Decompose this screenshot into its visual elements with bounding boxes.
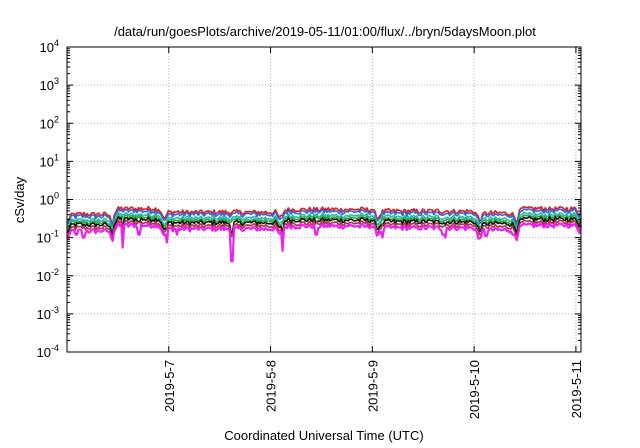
y-tick-label: 10-1 bbox=[37, 229, 59, 246]
y-tick-label: 104 bbox=[40, 38, 59, 55]
x-tick-label: 2019-5-9 bbox=[365, 360, 380, 412]
x-tick-label: 2019-5-8 bbox=[264, 360, 279, 412]
grid-lines bbox=[67, 47, 581, 352]
y-tick-label: 10-2 bbox=[37, 267, 59, 284]
series-line bbox=[66, 215, 582, 237]
y-tick-label: 10-4 bbox=[37, 343, 59, 360]
y-tick-label: 103 bbox=[40, 76, 59, 93]
series-line bbox=[66, 211, 582, 231]
plot-frame bbox=[66, 46, 582, 353]
chart-title: /data/run/goesPlots/archive/2019-05-11/0… bbox=[114, 24, 536, 39]
x-tick-label: 2019-5-11 bbox=[569, 360, 584, 418]
y-tick-label: 10-3 bbox=[37, 305, 59, 322]
y-tick-label: 100 bbox=[40, 191, 59, 208]
y-tick-label: 102 bbox=[40, 114, 59, 131]
series-group bbox=[66, 205, 583, 263]
y-axis-ticks: 10-4 10-3 10-2 10-1 100 101 102 103 104 bbox=[37, 38, 581, 360]
y-axis-label: cSv/day bbox=[12, 176, 27, 223]
x-axis-label: Coordinated Universal Time (UTC) bbox=[224, 428, 423, 443]
y-tick-label: 101 bbox=[40, 152, 59, 169]
x-tick-label: 2019-5-7 bbox=[162, 360, 177, 412]
x-axis-ticks: 2019-5-7 2019-5-8 2019-5-9 2019-5-10 2019-5-… bbox=[162, 47, 584, 419]
x-tick-label: 2019-5-10 bbox=[467, 360, 482, 419]
series-line bbox=[66, 222, 583, 263]
series-line bbox=[66, 207, 582, 227]
